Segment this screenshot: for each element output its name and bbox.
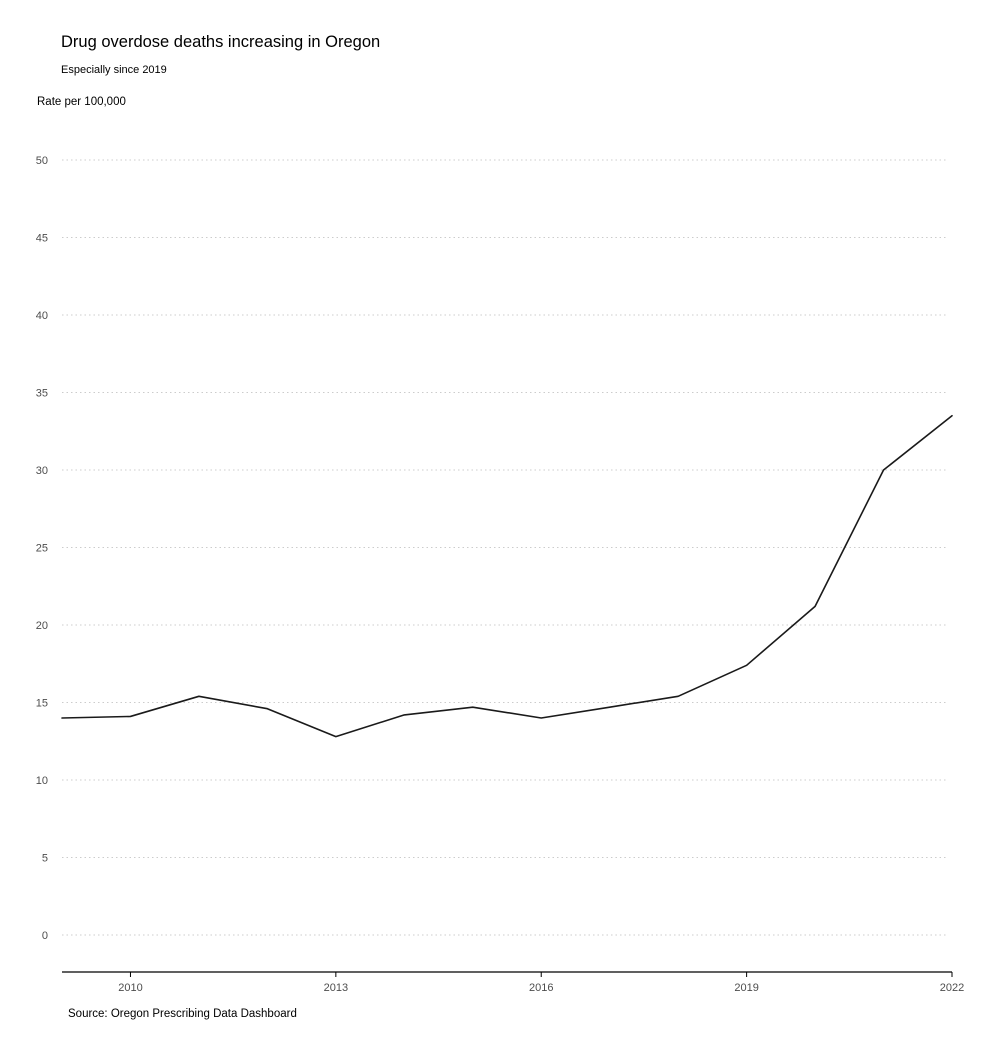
x-axis: 2010 2013 2016 2019 2022	[62, 971, 964, 994]
chart-caption: Source: Oregon Prescribing Data Dashboar…	[68, 1008, 297, 1020]
y-tick-label-0: 0	[42, 930, 48, 942]
y-tick-label-15: 15	[36, 698, 48, 710]
y-tick-label-30: 30	[36, 465, 48, 477]
y-tick-label-5: 5	[42, 853, 48, 865]
y-tick-label-45: 45	[36, 233, 48, 245]
y-axis-label: Rate per 100,000	[37, 96, 126, 108]
y-tick-label-20: 20	[36, 620, 48, 632]
x-tick-label-2019: 2019	[734, 982, 758, 994]
series-line-0	[61, 414, 953, 738]
x-tick-label-2010: 2010	[118, 982, 142, 994]
y-tick-label-40: 40	[36, 310, 48, 322]
x-tick-label-2022: 2022	[940, 982, 964, 994]
x-tick-label-2016: 2016	[529, 982, 553, 994]
y-tick-label-35: 35	[36, 388, 48, 400]
y-tick-label-50: 50	[36, 155, 48, 167]
x-tick-label-2013: 2013	[324, 982, 348, 994]
y-tick-label-25: 25	[36, 543, 48, 555]
series-lines	[61, 414, 953, 738]
chart-subtitle: Especially since 2019	[61, 64, 167, 76]
gridlines	[62, 159, 948, 936]
y-axis-ticks: 0 5 10 15 20 25 30 35 40 45 50	[36, 155, 48, 942]
chart-title: Drug overdose deaths increasing in Orego…	[61, 33, 381, 51]
y-tick-label-10: 10	[36, 775, 48, 787]
